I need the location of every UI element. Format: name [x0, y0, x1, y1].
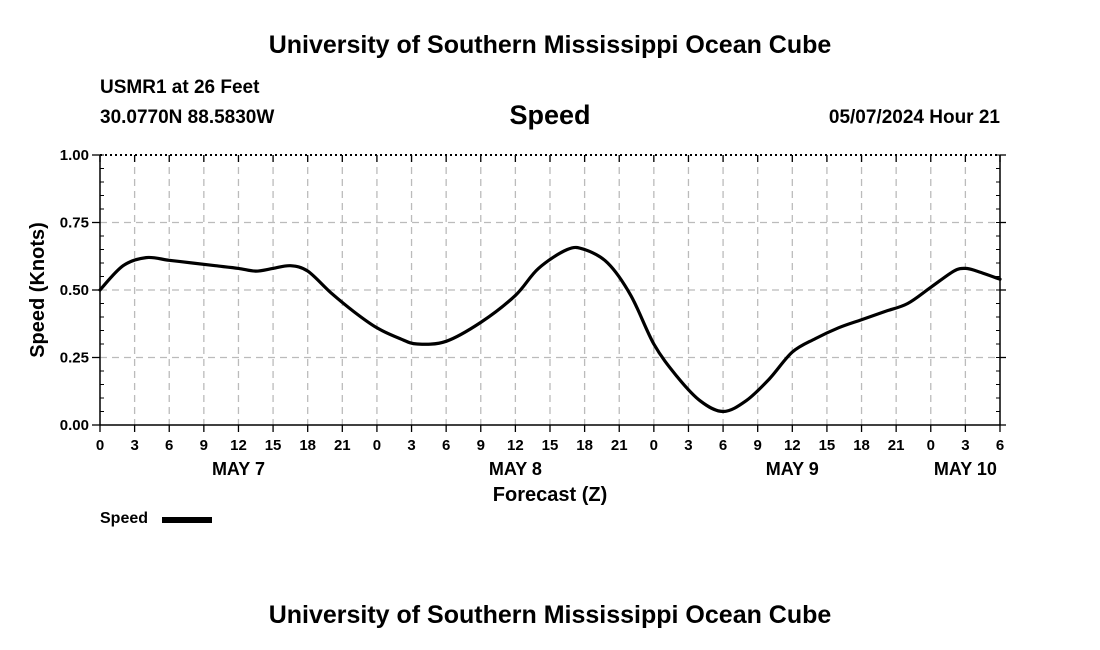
y-tick-label: 0.75 [60, 215, 89, 232]
x-tick-label: 12 [230, 437, 247, 454]
x-tick-label: 3 [684, 437, 692, 454]
y-tick-label: 0.00 [60, 417, 89, 434]
legend-line-swatch [162, 517, 212, 523]
x-tick-label: 6 [165, 437, 173, 454]
station-label: USMR1 at 26 Feet [100, 77, 260, 98]
x-tick-label: 3 [961, 437, 969, 454]
y-axis-title: Speed (Knots) [27, 222, 49, 358]
x-tick-label: 0 [650, 437, 658, 454]
y-tick-label: 1.00 [60, 147, 89, 164]
y-tick-label: 0.25 [60, 350, 89, 367]
x-tick-label: 21 [611, 437, 628, 454]
x-tick-label: 18 [853, 437, 870, 454]
x-tick-label: 12 [507, 437, 524, 454]
x-tick-label: 6 [442, 437, 450, 454]
day-label: MAY 10 [934, 459, 997, 479]
x-tick-label: 9 [200, 437, 208, 454]
x-axis-title: Forecast (Z) [493, 484, 607, 506]
x-tick-label: 6 [996, 437, 1004, 454]
day-label: MAY 7 [212, 459, 265, 479]
speed-series-line [98, 245, 1002, 414]
x-tick-label: 0 [927, 437, 935, 454]
y-tick-label: 0.50 [60, 282, 89, 299]
x-tick-label: 0 [96, 437, 104, 454]
x-tick-label: 18 [299, 437, 316, 454]
x-tick-label: 15 [265, 437, 282, 454]
x-tick-label: 15 [819, 437, 836, 454]
x-tick-label: 6 [719, 437, 727, 454]
day-label: MAY 8 [489, 459, 542, 479]
x-tick-label: 9 [754, 437, 762, 454]
chart-title: University of Southern Mississippi Ocean… [268, 31, 832, 59]
day-label: MAY 9 [766, 459, 819, 479]
x-tick-label: 12 [784, 437, 801, 454]
x-tick-label: 9 [477, 437, 485, 454]
timestamp-label: 05/07/2024 Hour 21 [828, 107, 1000, 128]
x-tick-label: 21 [888, 437, 905, 454]
x-tick-label: 3 [407, 437, 415, 454]
footer-title: University of Southern Mississippi Ocean… [268, 601, 832, 629]
coordinates-label: 30.0770N 88.5830W [100, 107, 275, 128]
x-tick-label: 0 [373, 437, 381, 454]
x-tick-label: 21 [334, 437, 351, 454]
legend-label: Speed [100, 510, 149, 527]
variable-title: Speed [509, 100, 591, 130]
x-tick-label: 15 [542, 437, 559, 454]
x-tick-label: 3 [130, 437, 138, 454]
x-tick-label: 18 [576, 437, 593, 454]
